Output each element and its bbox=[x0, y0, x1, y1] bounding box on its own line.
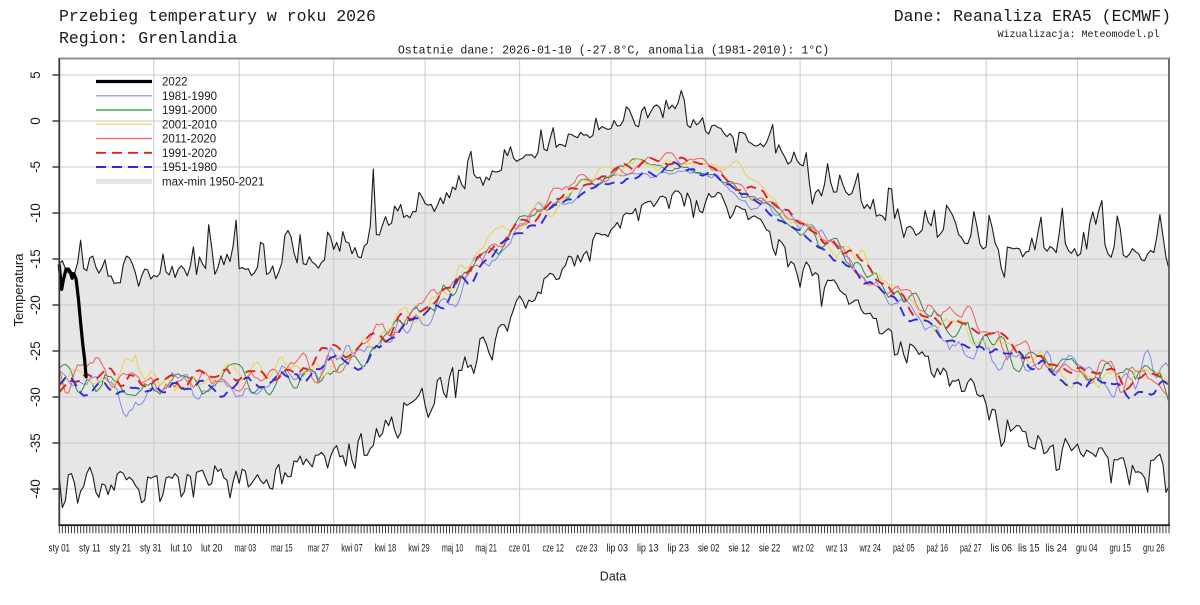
svg-text:sty 21: sty 21 bbox=[110, 543, 132, 555]
svg-text:gru 15: gru 15 bbox=[1109, 543, 1131, 555]
svg-text:cze 12: cze 12 bbox=[542, 543, 564, 555]
svg-text:0: 0 bbox=[28, 117, 43, 125]
svg-text:1991-2000: 1991-2000 bbox=[162, 105, 217, 117]
svg-text:Przebieg temperatury w roku 20: Przebieg temperatury w roku 2026 bbox=[59, 7, 376, 26]
svg-text:lut 10: lut 10 bbox=[170, 543, 192, 555]
svg-text:-35: -35 bbox=[28, 433, 43, 453]
svg-text:Region: Grenlandia: Region: Grenlandia bbox=[59, 29, 237, 48]
svg-text:wrz 13: wrz 13 bbox=[825, 543, 847, 555]
svg-text:paź 05: paź 05 bbox=[893, 543, 915, 555]
svg-text:lis 15: lis 15 bbox=[1018, 543, 1040, 555]
svg-text:cze 01: cze 01 bbox=[509, 543, 531, 555]
svg-text:lis 24: lis 24 bbox=[1045, 543, 1067, 555]
svg-text:2022: 2022 bbox=[162, 77, 188, 89]
svg-text:sie 22: sie 22 bbox=[759, 543, 781, 555]
svg-text:2011-2020: 2011-2020 bbox=[162, 134, 216, 146]
svg-text:mar 03: mar 03 bbox=[235, 543, 257, 555]
svg-text:paź 27: paź 27 bbox=[960, 543, 982, 555]
svg-text:Ostatnie dane: 2026-01-10 (-27: Ostatnie dane: 2026-01-10 (-27.8°C, anom… bbox=[398, 45, 829, 58]
svg-text:lut 20: lut 20 bbox=[201, 543, 223, 555]
svg-text:wrz 02: wrz 02 bbox=[792, 543, 814, 555]
svg-text:sty 01: sty 01 bbox=[49, 543, 71, 555]
svg-text:Temperatura: Temperatura bbox=[11, 253, 26, 327]
svg-text:Dane: Reanaliza ERA5 (ECMWF): Dane: Reanaliza ERA5 (ECMWF) bbox=[894, 7, 1171, 26]
svg-text:lis 06: lis 06 bbox=[991, 543, 1013, 555]
svg-text:max-min 1950-2021: max-min 1950-2021 bbox=[162, 176, 264, 188]
svg-text:-5: -5 bbox=[28, 161, 43, 173]
svg-text:gru 26: gru 26 bbox=[1143, 543, 1165, 555]
svg-text:paź 16: paź 16 bbox=[927, 543, 949, 555]
svg-text:cze 23: cze 23 bbox=[576, 543, 598, 555]
svg-text:-15: -15 bbox=[28, 249, 43, 269]
svg-text:Data: Data bbox=[600, 570, 626, 584]
svg-text:2001-2010: 2001-2010 bbox=[162, 119, 217, 131]
svg-text:-30: -30 bbox=[28, 387, 43, 407]
svg-text:-20: -20 bbox=[28, 295, 43, 315]
svg-text:maj 10: maj 10 bbox=[442, 543, 464, 555]
svg-text:kwi 07: kwi 07 bbox=[341, 543, 363, 555]
svg-text:mar 27: mar 27 bbox=[308, 543, 330, 555]
svg-text:sie 02: sie 02 bbox=[698, 543, 720, 555]
svg-text:-10: -10 bbox=[28, 203, 43, 223]
svg-text:mar 15: mar 15 bbox=[271, 543, 293, 555]
svg-text:sty 31: sty 31 bbox=[140, 543, 162, 555]
svg-text:lip 23: lip 23 bbox=[667, 543, 689, 555]
svg-text:sty 11: sty 11 bbox=[79, 543, 101, 555]
svg-text:sie 12: sie 12 bbox=[728, 543, 750, 555]
svg-text:maj 21: maj 21 bbox=[475, 543, 497, 555]
svg-text:gru 04: gru 04 bbox=[1076, 543, 1098, 555]
svg-text:lip 13: lip 13 bbox=[637, 543, 659, 555]
svg-text:lip 03: lip 03 bbox=[606, 543, 628, 555]
svg-text:-25: -25 bbox=[28, 341, 43, 361]
svg-text:wrz 24: wrz 24 bbox=[859, 543, 881, 555]
svg-text:1991-2020: 1991-2020 bbox=[162, 148, 217, 160]
svg-text:1951-1980: 1951-1980 bbox=[162, 162, 217, 174]
svg-text:1981-1990: 1981-1990 bbox=[162, 91, 217, 103]
svg-text:kwi 18: kwi 18 bbox=[375, 543, 397, 555]
svg-text:Wizualizacja: Meteomodel.pl: Wizualizacja: Meteomodel.pl bbox=[997, 29, 1159, 41]
svg-text:kwi 29: kwi 29 bbox=[408, 543, 430, 555]
svg-text:5: 5 bbox=[28, 71, 43, 79]
svg-text:-40: -40 bbox=[28, 479, 43, 499]
